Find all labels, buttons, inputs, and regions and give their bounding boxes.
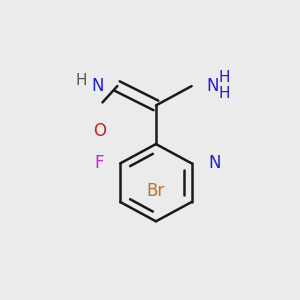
Text: H: H — [76, 73, 87, 88]
Text: H: H — [218, 70, 230, 85]
Text: H: H — [218, 86, 230, 101]
Text: O: O — [93, 122, 106, 140]
Text: N: N — [206, 77, 218, 95]
Text: N: N — [208, 154, 220, 172]
Text: N: N — [92, 77, 104, 95]
Text: F: F — [94, 154, 104, 172]
Text: Br: Br — [147, 182, 165, 200]
